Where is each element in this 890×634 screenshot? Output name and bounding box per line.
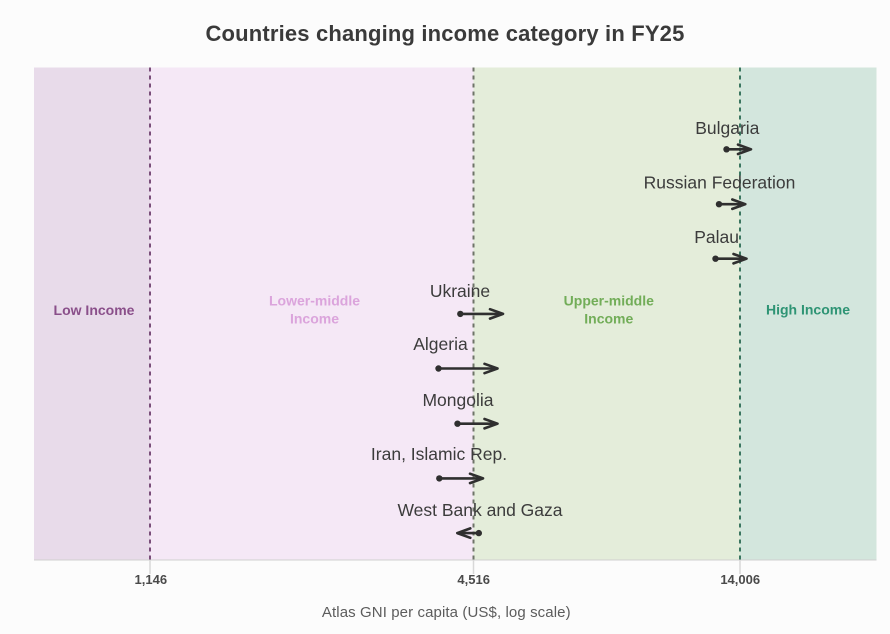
svg-text:Russian Federation: Russian Federation xyxy=(644,172,796,192)
svg-text:West Bank and Gaza: West Bank and Gaza xyxy=(397,500,562,520)
svg-text:Lower-middle: Lower-middle xyxy=(269,293,360,309)
svg-text:Algeria: Algeria xyxy=(413,334,468,354)
svg-text:Income: Income xyxy=(584,311,633,327)
svg-text:Upper-middle: Upper-middle xyxy=(564,293,654,309)
svg-text:Atlas GNI per capita (US$, log: Atlas GNI per capita (US$, log scale) xyxy=(322,604,571,621)
svg-text:Low Income: Low Income xyxy=(54,302,135,318)
svg-text:High Income: High Income xyxy=(766,302,850,318)
svg-text:Income: Income xyxy=(290,311,339,327)
svg-text:Mongolia: Mongolia xyxy=(422,390,493,410)
svg-text:Countries changing income cate: Countries changing income category in FY… xyxy=(205,21,684,46)
svg-text:14,006: 14,006 xyxy=(720,572,760,587)
svg-text:Palau: Palau xyxy=(694,227,739,247)
svg-text:4,516: 4,516 xyxy=(457,572,490,587)
svg-text:Bulgaria: Bulgaria xyxy=(695,118,759,138)
svg-text:1,146: 1,146 xyxy=(135,572,168,587)
svg-text:Ukraine: Ukraine xyxy=(430,281,490,301)
svg-text:Iran, Islamic Rep.: Iran, Islamic Rep. xyxy=(371,444,507,464)
